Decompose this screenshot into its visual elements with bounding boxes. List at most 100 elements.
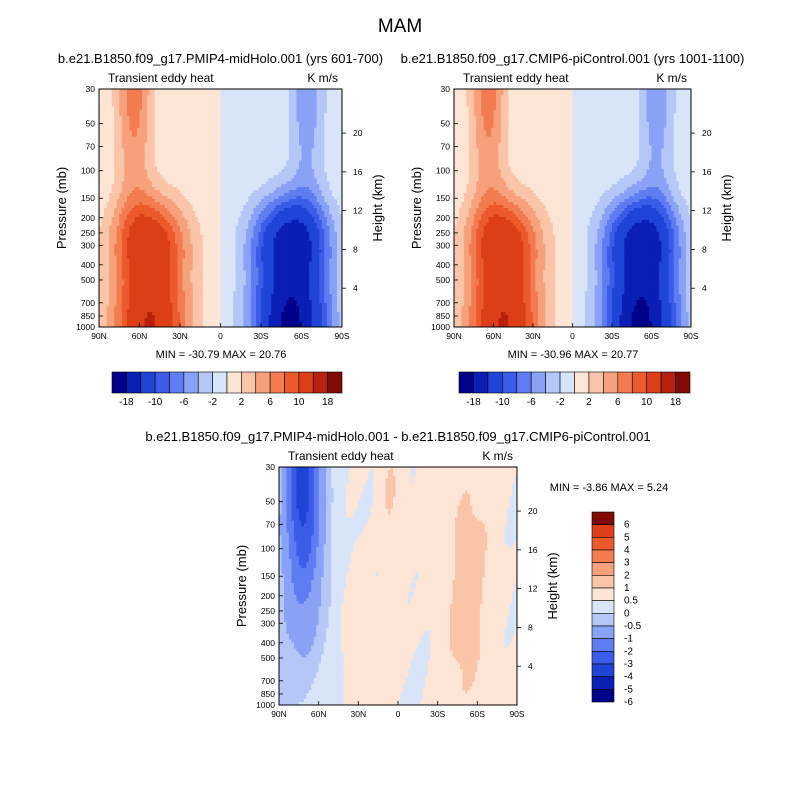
contour-cell [296,210,300,215]
contour-cell [253,210,257,215]
contour-cell [283,240,287,245]
contour-cell [152,175,156,179]
contour-cell [212,163,217,167]
contour-cell [121,94,125,99]
contour-cell [243,210,247,215]
contour-cell [301,205,305,209]
contour-cell [147,169,151,173]
contour-cell [225,231,229,236]
contour-cell [195,142,199,147]
contour-cell [304,228,308,233]
contour-cell [288,115,292,120]
contour-cell [147,199,151,203]
contour-cell [149,234,153,239]
contour-cell [326,228,330,233]
contour-cell [261,89,265,93]
contour-cell [278,130,282,135]
contour-cell [329,94,333,99]
contour-cell [210,240,214,245]
contour-cell [319,193,323,197]
contour-cell [187,109,191,114]
contour-cell [164,202,168,206]
contour-cell [296,181,300,185]
contour-cell [167,115,171,120]
contour-cell [215,228,219,233]
contour-cell [266,184,270,188]
contour-cell [177,94,181,99]
contour-cell [172,154,176,159]
contour-cell [268,142,272,147]
contour-cell [243,166,247,170]
contour-cell [309,187,313,191]
contour-cell [177,228,181,233]
contour-cell [195,205,199,209]
contour-cell [248,139,252,144]
contour-cell [273,199,277,203]
contour-cell [136,172,141,176]
contour-cell [293,145,298,150]
contour-cell [106,148,110,153]
contour-cell [207,160,211,164]
contour-cell [152,94,156,99]
contour-cell [192,208,196,212]
contour-cell [266,190,270,194]
contour-cell [273,94,277,99]
contour-cell [245,199,249,203]
contour-cell [243,225,247,230]
contour-cell [174,178,179,182]
contour-cell [243,219,247,224]
contour-cell [288,190,292,194]
contour-cell [159,109,163,114]
contour-cell [268,193,272,197]
contour-cell [309,240,313,245]
contour-cell [200,216,204,221]
contour-cell [220,124,224,129]
contour-cell [266,160,270,164]
contour-cell [131,237,136,242]
contour-cell [240,145,244,150]
contour-cell [147,234,151,239]
contour-cell [276,219,280,224]
contour-cell [311,121,315,126]
contour-cell [319,142,323,147]
contour-cell [149,184,153,188]
contour-cell [281,91,285,96]
contour-cell [119,145,123,150]
contour-cell [321,151,325,156]
contour-cell [336,213,341,218]
contour-cell [220,157,224,162]
contour-cell [154,145,158,150]
contour-cell [334,112,338,117]
contour-cell [134,187,138,191]
contour-cell [129,237,133,242]
contour-cell [124,202,128,206]
contour-cell [286,213,290,218]
contour-cell [177,166,181,170]
contour-cell [154,237,158,242]
contour-cell [261,231,265,236]
contour-cell [172,106,176,111]
contour-cell [164,91,168,96]
contour-cell [200,169,204,173]
contour-cell [223,139,227,144]
contour-cell [121,89,125,93]
contour-cell [177,216,181,221]
contour-cell [144,190,148,194]
contour-cell [278,225,282,230]
contour-cell [139,225,143,230]
contour-cell [314,196,318,200]
contour-cell [309,148,313,153]
contour-cell [126,118,130,123]
contour-cell [250,154,255,159]
contour-cell [121,228,125,233]
contour-cell [180,169,184,173]
contour-cell [111,124,115,129]
contour-cell [124,172,128,176]
contour-cell [182,190,186,194]
contour-cell [187,89,191,93]
contour-cell [157,130,161,135]
contour-cell [271,181,275,185]
contour-cell [245,181,249,185]
contour-cell [149,89,153,93]
contour-cell [136,124,141,129]
